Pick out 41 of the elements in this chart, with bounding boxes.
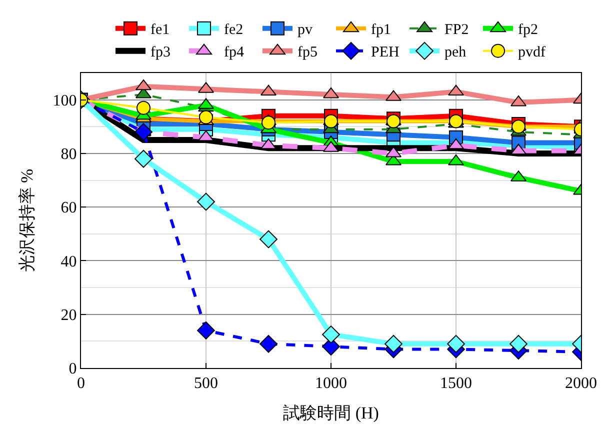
point bbox=[384, 334, 402, 353]
y-axis-title: 光沢保持率 % bbox=[17, 168, 36, 272]
point bbox=[262, 116, 276, 130]
legend-label: pvdf bbox=[518, 44, 546, 61]
legend-label: fe2 bbox=[224, 22, 244, 38]
legend-label: fp5 bbox=[298, 44, 318, 61]
point bbox=[199, 110, 213, 124]
legend-label: FP2 bbox=[444, 22, 469, 38]
x-tick-label: 1500 bbox=[440, 375, 472, 392]
legend-label: fp4 bbox=[224, 44, 244, 61]
x-axis-title: 試験時間 (H) bbox=[283, 404, 379, 423]
legend-label: fp2 bbox=[518, 22, 538, 38]
x-tick-label: 500 bbox=[194, 375, 218, 392]
point bbox=[447, 334, 465, 353]
legend-label: fp3 bbox=[150, 44, 170, 61]
point bbox=[197, 322, 215, 340]
y-tick-label: 100 bbox=[52, 92, 77, 110]
point bbox=[449, 114, 463, 128]
point bbox=[134, 150, 152, 168]
point bbox=[386, 114, 400, 128]
point bbox=[260, 334, 278, 353]
point bbox=[322, 326, 340, 344]
point bbox=[324, 114, 338, 128]
point bbox=[197, 192, 215, 211]
point bbox=[134, 123, 152, 141]
point bbox=[510, 334, 528, 353]
point bbox=[512, 120, 526, 134]
legend-label: pv bbox=[298, 22, 314, 38]
legend-label: PEH bbox=[371, 44, 400, 61]
y-tick-label: 20 bbox=[60, 306, 77, 324]
y-tick-label: 0 bbox=[68, 360, 77, 378]
legend-label: fp1 bbox=[371, 22, 392, 38]
y-tick-label: 40 bbox=[60, 253, 77, 270]
legend-label: fe1 bbox=[150, 22, 170, 38]
x-tick-label: 1000 bbox=[315, 375, 347, 392]
point bbox=[136, 100, 150, 115]
legend-label: peh bbox=[444, 44, 467, 61]
point bbox=[260, 230, 278, 248]
y-tick-label: 60 bbox=[60, 200, 77, 217]
y-tick-label: 80 bbox=[60, 146, 77, 164]
x-tick-label: 2000 bbox=[565, 375, 597, 392]
